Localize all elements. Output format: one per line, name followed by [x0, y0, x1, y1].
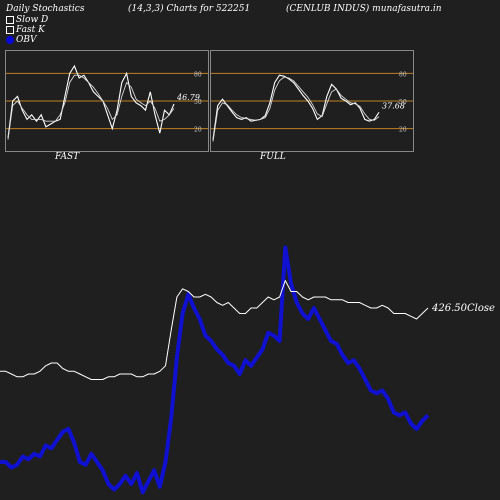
close-value-label: 426.50Close: [431, 303, 495, 314]
y-tick-label: 20: [194, 127, 202, 134]
stoch-series-0: [212, 74, 380, 140]
fast-panel-label: FAST: [55, 152, 80, 162]
stoch-series-1: [7, 74, 175, 140]
legend-swatch-slow-d: [6, 15, 14, 24]
full-panel-label: FULL: [260, 152, 286, 162]
obv-line: [0, 245, 430, 495]
chart-header-middle: (14,3,3) Charts for 522251: [128, 4, 251, 14]
price-obv-chart: 426.50Close: [0, 245, 495, 495]
stoch-series-0: [7, 64, 175, 138]
last-value-label: 46.79: [176, 93, 200, 102]
chart-header-right: (CENLUB INDUS) munafasutra.in: [286, 4, 442, 14]
y-tick-label: 50: [399, 99, 407, 106]
y-tick-label: 20: [399, 127, 407, 134]
y-tick-label: 50: [194, 99, 202, 106]
stoch-series-1: [212, 76, 380, 142]
legend-swatch-obv: [6, 35, 14, 44]
last-value-label: 37.68: [382, 101, 405, 110]
full-stochastic-panel: 20 50 80 37.68: [210, 50, 414, 152]
legend-item-slow-d: Slow D: [6, 15, 48, 25]
close-price-line: [0, 280, 429, 380]
fast-stochastic-plot: 20 50 80 46.79: [6, 64, 208, 140]
fast-stochastic-panel: 20 50 80 46.79: [5, 50, 209, 152]
y-tick-label: 80: [194, 71, 202, 78]
legend-swatch-fast-k: [6, 25, 14, 34]
legend-item-obv: OBV: [6, 35, 37, 45]
legend-item-fast-k: Fast K: [6, 25, 45, 35]
full-stochastic-plot: 20 50 80 37.68: [211, 71, 413, 142]
y-tick-label: 80: [399, 71, 407, 78]
chart-header-left: Daily Stochastics: [6, 4, 85, 14]
